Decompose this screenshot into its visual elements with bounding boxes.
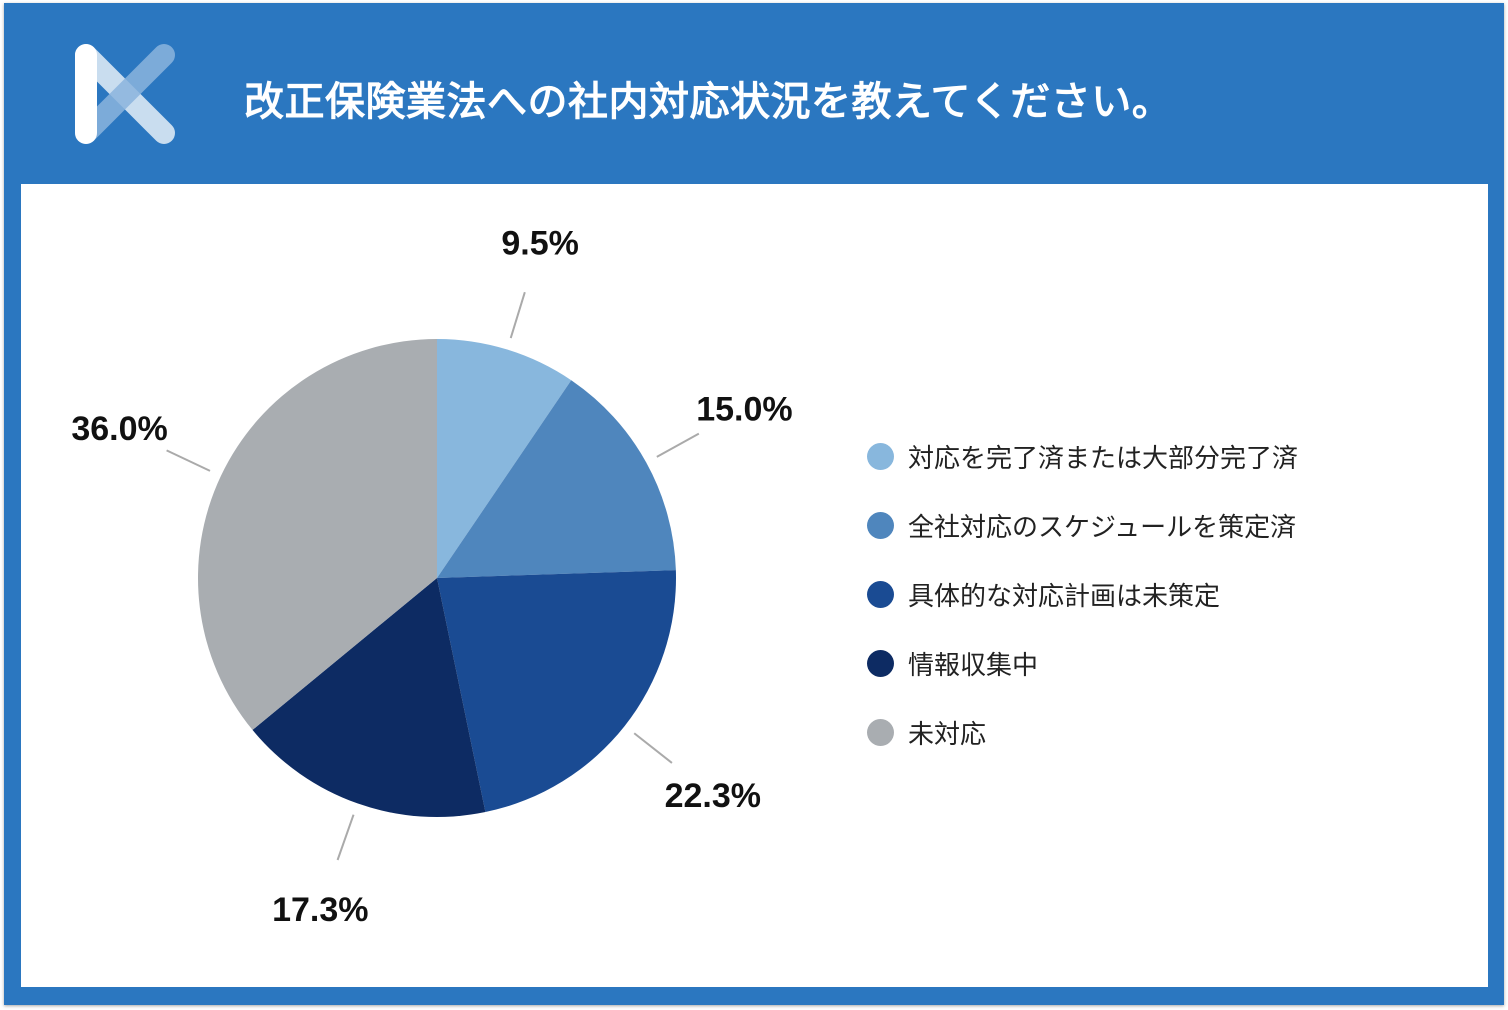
- data-label-2: 15.0%: [696, 391, 792, 429]
- data-label-3: 22.3%: [665, 777, 761, 815]
- legend-label: 情報収集中: [908, 651, 1039, 681]
- legend-item-5: 未対応: [867, 698, 1298, 767]
- legend-swatch: [867, 512, 894, 539]
- leader-line-1: [509, 291, 526, 339]
- legend-item-2: 全社対応のスケジュールを策定済: [867, 491, 1298, 560]
- legend-swatch: [867, 581, 894, 608]
- legend-label: 対応を完了済または大部分完了済: [908, 444, 1299, 474]
- data-label-5: 36.0%: [71, 410, 167, 448]
- data-label-4: 17.3%: [272, 891, 368, 929]
- legend-label: 具体的な対応計画は未策定: [908, 582, 1221, 612]
- legend-swatch: [867, 650, 894, 677]
- legend-item-3: 具体的な対応計画は未策定: [867, 560, 1298, 629]
- pie-slice-5: [197, 339, 437, 730]
- pie-slice-1: [437, 339, 572, 578]
- chart-title: 改正保険業法への社内対応状況を教えてください。: [244, 79, 1173, 125]
- legend-swatch: [867, 443, 894, 470]
- legend-swatch: [867, 719, 894, 746]
- data-label-1: 9.5%: [501, 224, 579, 262]
- legend: 対応を完了済または大部分完了済 全社対応のスケジュールを策定済 具体的な対応計画は未…: [867, 422, 1298, 767]
- leader-line-4: [336, 814, 355, 861]
- legend-item-1: 対応を完了済または大部分完了済: [867, 422, 1298, 491]
- legend-item-4: 情報収集中: [867, 629, 1298, 698]
- pie-slice-3: [437, 570, 676, 813]
- leader-line-3: [633, 732, 673, 764]
- x-logo-icon: [75, 44, 175, 144]
- pie-slice-2: [437, 380, 676, 578]
- leader-line-5: [166, 449, 211, 472]
- pie-slice-4: [252, 578, 486, 817]
- chart-card: 改正保険業法への社内対応状況を教えてください。 9.5% 15.0% 22.3% 17…: [4, 3, 1504, 1005]
- leader-line-2: [656, 432, 700, 458]
- legend-label: 全社対応のスケジュールを策定済: [908, 513, 1297, 543]
- legend-label: 未対応: [908, 720, 987, 750]
- pie-chart: 9.5% 15.0% 22.3% 17.3% 36.0%: [71, 224, 792, 929]
- chart-panel: 9.5% 15.0% 22.3% 17.3% 36.0% 対応を完了済または大部分完了済…: [21, 184, 1488, 987]
